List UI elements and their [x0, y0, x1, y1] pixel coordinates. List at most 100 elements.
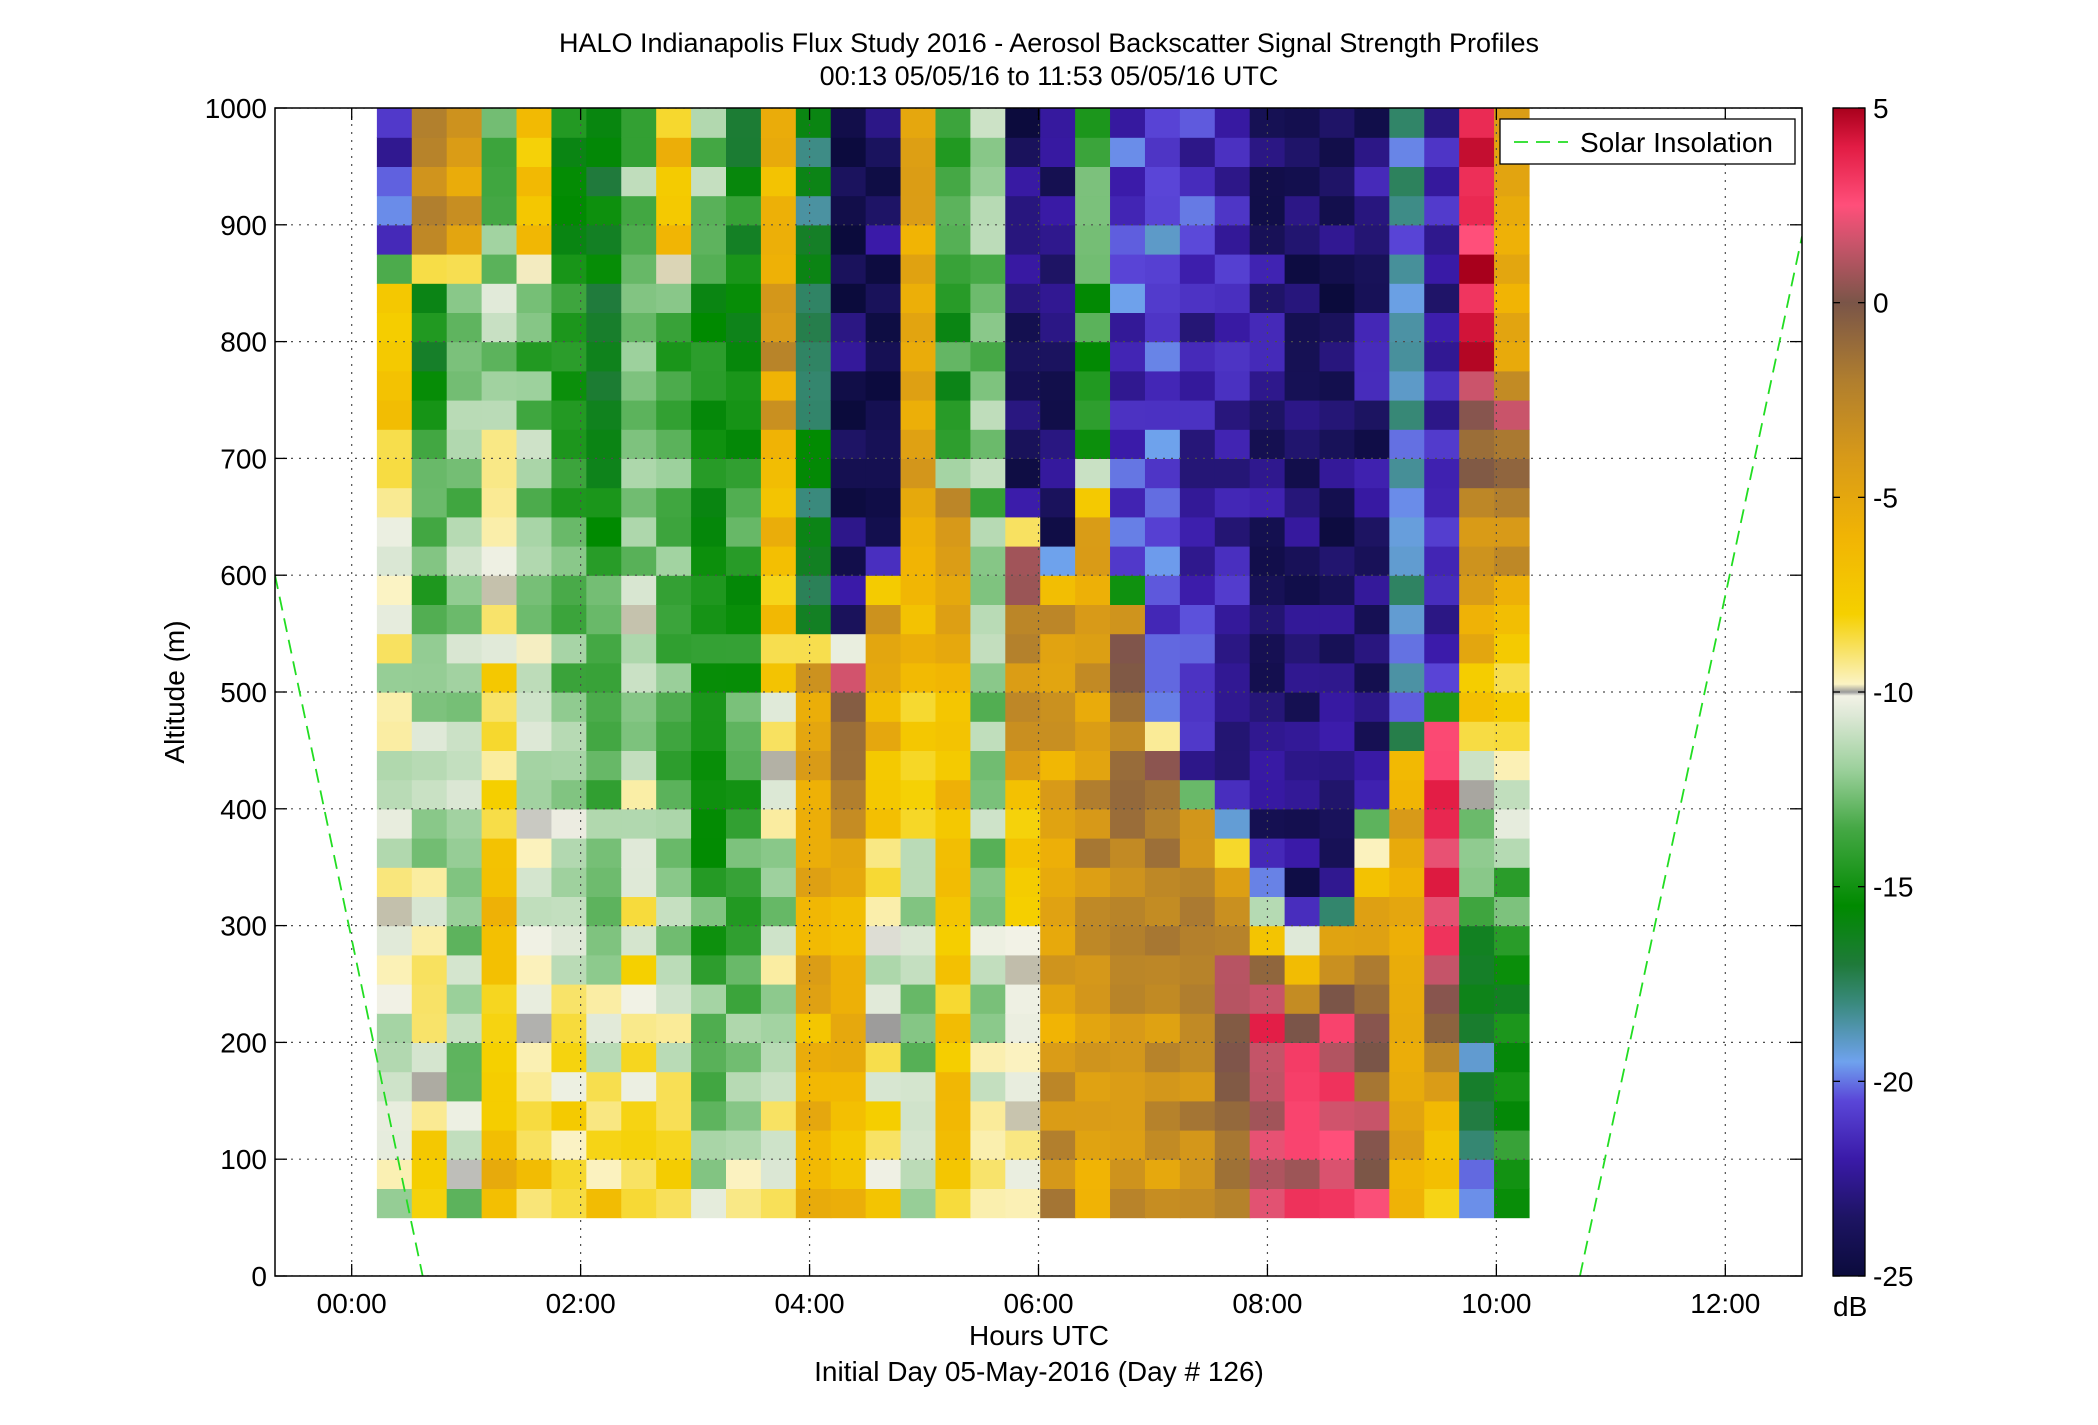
heatmap-cell — [935, 1130, 971, 1160]
heatmap-cell — [1214, 692, 1251, 722]
heatmap-cell — [411, 1100, 448, 1131]
heatmap-cell — [1284, 1071, 1321, 1102]
heatmap-cell — [970, 633, 1006, 664]
heatmap-cell — [795, 487, 832, 518]
heatmap-cell — [656, 925, 692, 956]
heatmap-cell — [551, 750, 587, 781]
heatmap-cell — [1284, 1100, 1321, 1131]
heatmap-cell — [1459, 1130, 1495, 1160]
heatmap-cell — [865, 779, 902, 810]
x-tick-label: 00:00 — [317, 1288, 387, 1319]
heatmap-cell — [830, 108, 867, 138]
heatmap-cell — [726, 808, 762, 839]
heatmap-cell — [516, 1013, 553, 1043]
heatmap-cell — [726, 1130, 762, 1160]
heatmap-cell — [1389, 1042, 1425, 1073]
heatmap-cell — [1494, 721, 1530, 751]
heatmap-cell — [935, 662, 971, 693]
heatmap-cell — [481, 838, 518, 868]
heatmap-cell — [1424, 692, 1460, 722]
heatmap-cell — [1179, 1159, 1216, 1189]
heatmap-cell — [1494, 1100, 1530, 1131]
heatmap-cell — [551, 283, 587, 313]
heatmap-cell — [865, 838, 902, 868]
y-tick-label: 200 — [220, 1027, 267, 1058]
y-tick-label: 0 — [251, 1261, 267, 1292]
heatmap-cell — [376, 546, 413, 576]
heatmap-cell — [1144, 429, 1181, 459]
heatmap-cell — [481, 721, 518, 751]
heatmap-cell — [1389, 546, 1425, 576]
heatmap-cell — [1144, 750, 1181, 781]
heatmap-cell — [865, 516, 902, 547]
colorbar-tick-label: 0 — [1873, 288, 1889, 319]
heatmap-cell — [1494, 984, 1530, 1014]
heatmap-cell — [1110, 1100, 1146, 1131]
heatmap-cell — [1424, 224, 1460, 255]
heatmap-cell — [446, 429, 483, 459]
y-tick-label: 100 — [220, 1144, 267, 1175]
x-tick-label: 12:00 — [1690, 1288, 1760, 1319]
heatmap-cell — [1354, 166, 1390, 197]
heatmap-cell — [795, 516, 832, 547]
heatmap-cell — [900, 166, 937, 197]
heatmap-cell — [795, 1042, 832, 1073]
colorbar: 5 0 -5 -10 -15 -20 -25 dB — [1832, 93, 1913, 1322]
heatmap-cell — [830, 1159, 867, 1189]
heatmap-cell — [726, 1013, 762, 1043]
heatmap-cell — [830, 867, 867, 897]
heatmap-cell — [1110, 108, 1146, 138]
heatmap-cell — [376, 750, 413, 781]
heatmap-cell — [1075, 954, 1111, 985]
heatmap-cell — [760, 896, 797, 927]
heatmap-cell — [516, 954, 553, 985]
heatmap-cell — [656, 604, 692, 635]
heatmap-cell — [376, 370, 413, 401]
heatmap-cell — [935, 546, 971, 576]
heatmap-cell — [900, 370, 937, 401]
heatmap-cell — [656, 692, 692, 722]
y-tick-label: 500 — [220, 677, 267, 708]
heatmap-cell — [1494, 458, 1530, 489]
heatmap-cell — [935, 1159, 971, 1189]
heatmap-cell — [726, 195, 762, 226]
heatmap-cell — [1319, 195, 1356, 226]
heatmap-cell — [900, 487, 937, 518]
heatmap-cell — [446, 312, 483, 343]
heatmap-cell — [1389, 1130, 1425, 1160]
colorbar-unit-label: dB — [1833, 1291, 1867, 1322]
heatmap-cell — [1389, 312, 1425, 343]
heatmap-cell — [935, 779, 971, 810]
heatmap-cell — [1319, 108, 1356, 138]
heatmap-cell — [691, 867, 727, 897]
heatmap-cell — [1214, 808, 1251, 839]
heatmap-cell — [1179, 224, 1216, 255]
heatmap-cell — [1110, 779, 1146, 810]
heatmap-cell — [935, 925, 971, 956]
heatmap-cell — [656, 779, 692, 810]
heatmap-cell — [760, 546, 797, 576]
heatmap-cell — [1494, 808, 1530, 839]
heatmap-cell — [865, 750, 902, 781]
heatmap-cell — [1354, 1188, 1390, 1219]
heatmap-cell — [760, 808, 797, 839]
heatmap-cell — [1389, 575, 1425, 605]
heatmap-cell — [446, 254, 483, 284]
y-tick-label: 300 — [220, 911, 267, 942]
heatmap-cell — [1494, 429, 1530, 459]
heatmap-cell — [760, 721, 797, 751]
heatmap-cell — [1284, 400, 1321, 430]
y-tick-label: 1000 — [205, 93, 267, 124]
x-tick-label: 08:00 — [1232, 1288, 1302, 1319]
heatmap-cell — [900, 984, 937, 1014]
heatmap-cell — [830, 1013, 867, 1043]
heatmap-cell — [970, 224, 1006, 255]
heatmap-cell — [1005, 166, 1041, 197]
heatmap-cell — [516, 721, 553, 751]
heatmap-cell — [1110, 1188, 1146, 1219]
heatmap-cell — [830, 896, 867, 927]
heatmap-cell — [446, 1042, 483, 1073]
heatmap-cell — [586, 984, 622, 1014]
heatmap-cell — [551, 1100, 587, 1131]
heatmap-cell — [551, 341, 587, 372]
